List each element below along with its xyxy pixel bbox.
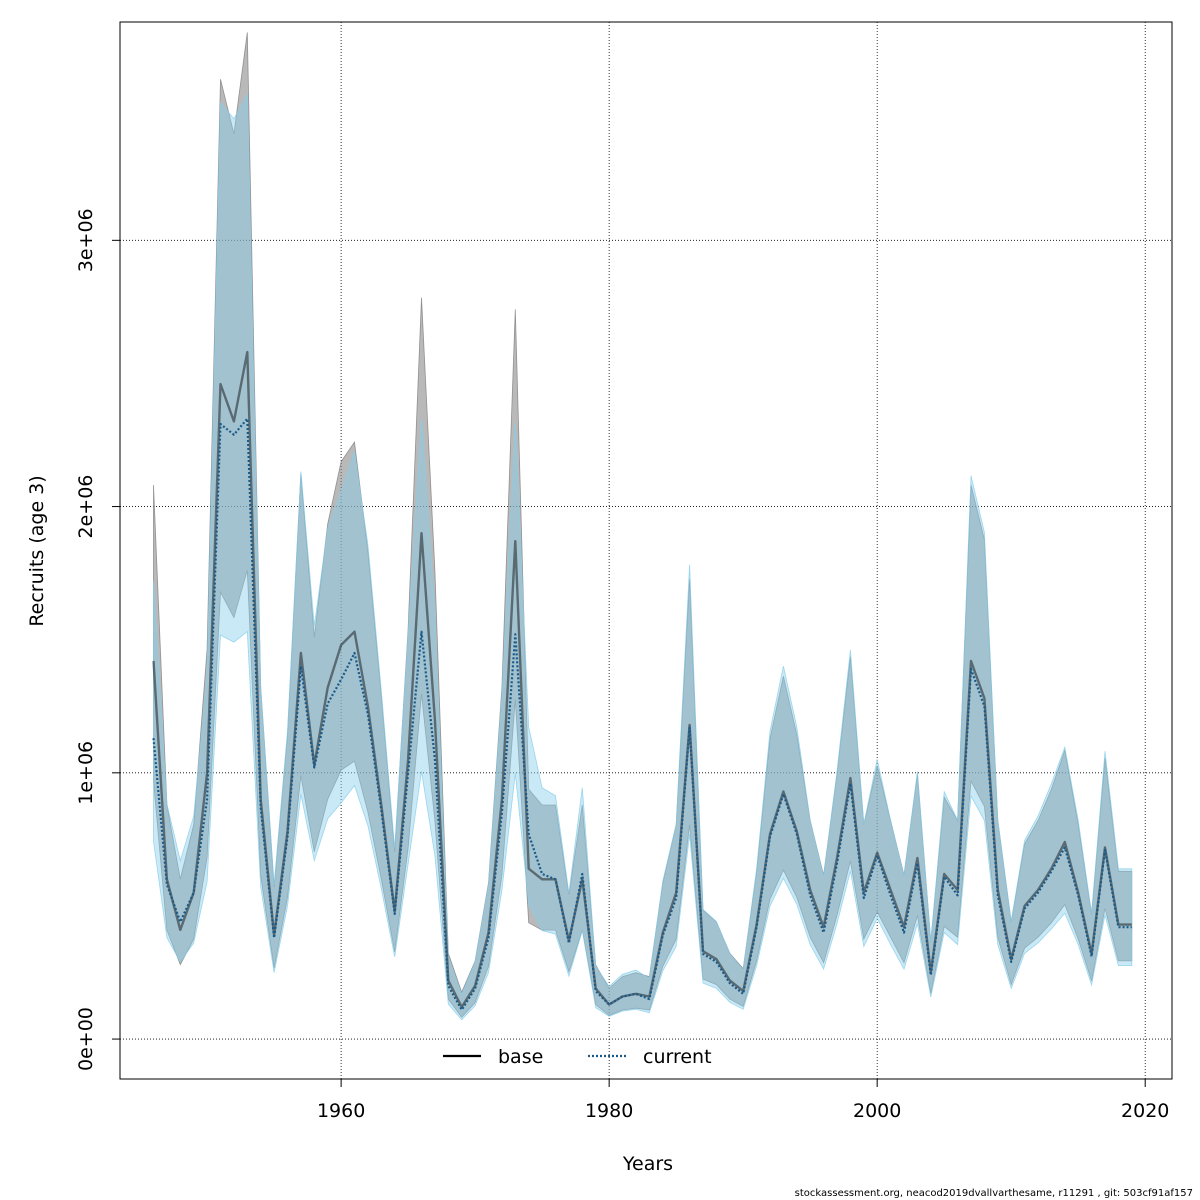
x-axis: 1960 1980 2000 2020 xyxy=(317,1079,1169,1122)
x-tick-label: 1960 xyxy=(317,1100,365,1122)
x-tick-label: 2020 xyxy=(1121,1100,1169,1122)
y-tick-label: 2e+06 xyxy=(75,475,97,539)
y-tick-label: 1e+06 xyxy=(75,741,97,805)
legend-base-label: base xyxy=(498,1046,543,1068)
y-axis-title: Recruits (age 3) xyxy=(26,475,48,626)
series-lines xyxy=(152,350,1132,1011)
x-tick-label: 2000 xyxy=(853,1100,901,1122)
x-tick-label: 1980 xyxy=(585,1100,633,1122)
x-axis-title: Years xyxy=(622,1153,673,1175)
legend-current-label: current xyxy=(643,1046,712,1068)
y-tick-label: 0e+00 xyxy=(75,1007,97,1071)
confidence-bands xyxy=(153,32,1133,1021)
footer-annotation: stockassessment.org, neacod2019dvallvart… xyxy=(795,1188,1193,1199)
current-confidence-band xyxy=(153,93,1133,1021)
y-axis: 0e+00 1e+06 2e+06 3e+06 xyxy=(75,208,120,1071)
y-tick-label: 3e+06 xyxy=(75,208,97,272)
plot-frame xyxy=(119,21,1173,1080)
current-series-line xyxy=(152,417,1132,1011)
legend: base current xyxy=(443,1046,712,1068)
